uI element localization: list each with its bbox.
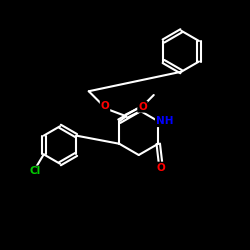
Text: NH: NH xyxy=(156,116,173,126)
Text: O: O xyxy=(100,101,110,111)
Text: Cl: Cl xyxy=(30,166,41,176)
Text: O: O xyxy=(138,102,147,112)
Text: O: O xyxy=(156,162,165,172)
